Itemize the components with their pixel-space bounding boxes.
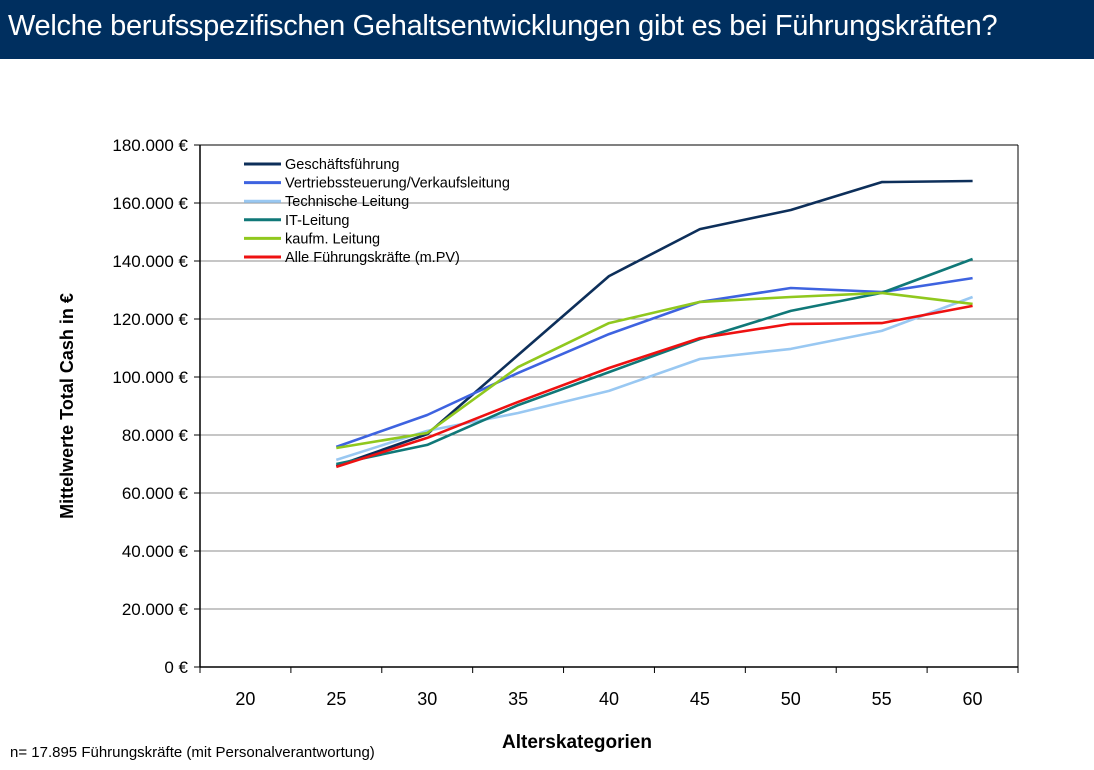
- y-tick-label: 20.000 €: [122, 600, 189, 619]
- title-bar: Welche berufsspezifischen Gehaltsentwick…: [0, 0, 1094, 59]
- x-tick-label: 20: [235, 689, 255, 709]
- y-tick-label: 160.000 €: [112, 194, 188, 213]
- x-tick-label: 50: [781, 689, 801, 709]
- x-tick-label: 30: [417, 689, 437, 709]
- y-tick-label: 100.000 €: [112, 368, 188, 387]
- legend-label: Alle Führungskräfte (m.PV): [285, 250, 460, 266]
- x-tick-label: 55: [872, 689, 892, 709]
- legend: Geschäftsführung Vertriebssteuerung/Verka…: [244, 157, 510, 266]
- y-tick-label: 40.000 €: [122, 542, 189, 561]
- series-line-4: [336, 291, 973, 450]
- gridlines: [200, 202, 1018, 610]
- y-tick-label: 0 €: [164, 658, 188, 677]
- x-tick-label: 25: [326, 689, 346, 709]
- legend-label: kaufm. Leitung: [285, 231, 380, 247]
- page-title: Welche berufsspezifischen Gehaltsentwick…: [8, 10, 998, 42]
- axes: [194, 144, 1019, 673]
- legend-label: Technische Leitung: [285, 194, 409, 210]
- x-tick-labels: 20 25 30 35 40 45 50 55 60: [235, 689, 982, 709]
- y-tick-label: 120.000 €: [112, 310, 188, 329]
- y-tick-label: 60.000 €: [122, 484, 189, 503]
- y-axis-label: Mittelwerte Total Cash in €: [57, 293, 77, 519]
- y-tick-label: 80.000 €: [122, 426, 189, 445]
- series-line-5: [335, 304, 973, 469]
- x-tick-label: 40: [599, 689, 619, 709]
- y-tick-label: 180.000 €: [112, 136, 188, 155]
- series-line-2: [335, 295, 974, 462]
- legend-label: IT-Leitung: [285, 213, 350, 229]
- footnote: n= 17.895 Führungskräfte (mit Personalve…: [10, 744, 375, 761]
- series-lines: [335, 179, 974, 469]
- legend-label: Geschäftsführung: [285, 157, 399, 173]
- x-tick-label: 60: [963, 689, 983, 709]
- series-line-3: [336, 257, 974, 466]
- y-tick-label: 140.000 €: [112, 252, 188, 271]
- x-tick-label: 45: [690, 689, 710, 709]
- x-tick-label: 35: [508, 689, 528, 709]
- legend-label: Vertriebssteuerung/Verkaufsleitung: [285, 176, 510, 192]
- y-tick-labels: 0 € 20.000 € 40.000 € 60.000 € 80.000 € 100.0…: [112, 136, 188, 677]
- series-line-1: [335, 276, 973, 449]
- x-axis-label: Alterskategorien: [502, 732, 652, 753]
